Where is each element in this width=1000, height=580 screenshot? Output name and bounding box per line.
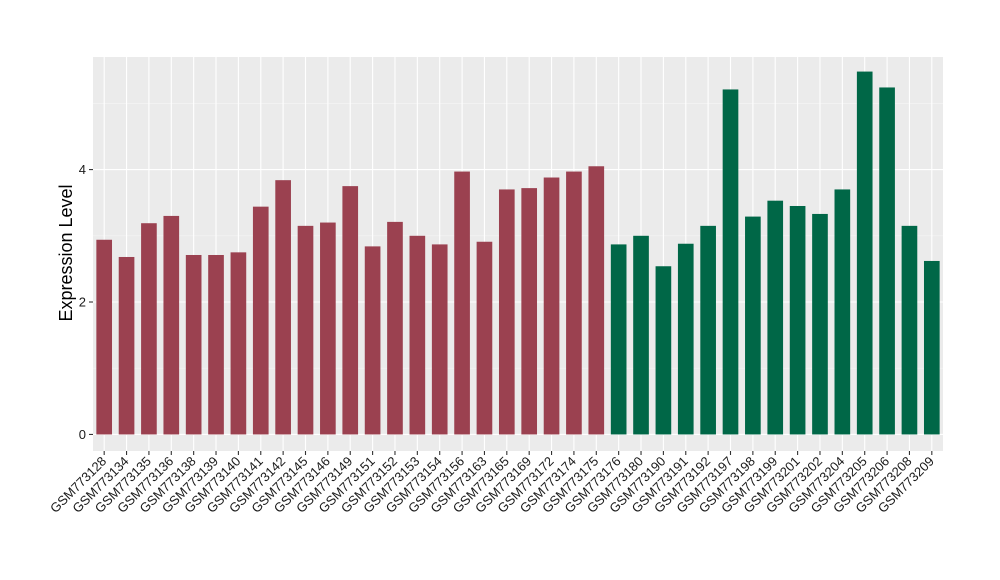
bar-GSM773135: [141, 223, 157, 435]
bar-GSM773139: [208, 254, 224, 435]
bar-GSM773151: [364, 246, 381, 435]
bar-GSM773156: [454, 171, 470, 435]
bar-GSM773175: [588, 166, 605, 435]
bar-GSM773190: [655, 266, 672, 435]
bar-GSM773208: [901, 225, 918, 435]
y-axis: 0 2 4: [79, 162, 93, 442]
bar-GSM773149: [342, 186, 359, 435]
bar-GSM773141: [252, 206, 269, 435]
bar-GSM773138: [185, 254, 202, 435]
x-axis: GSM773128GSM773134GSM773135GSM773136GSM7…: [47, 451, 937, 516]
bar-GSM773201: [789, 205, 806, 435]
bar-GSM773146: [320, 222, 336, 435]
bar-GSM773192: [700, 225, 716, 435]
bar-GSM773197: [722, 89, 739, 435]
bar-GSM773128: [96, 239, 113, 435]
y-tick-label: 4: [79, 162, 86, 177]
bar-GSM773134: [118, 256, 135, 435]
bar-GSM773174: [566, 171, 582, 435]
bar-GSM773142: [275, 180, 291, 435]
bar-GSM773206: [879, 87, 895, 435]
bar-GSM773204: [834, 189, 851, 435]
bar-GSM773209: [923, 260, 940, 435]
y-tick-label: 2: [79, 295, 86, 310]
bar-GSM773202: [812, 213, 828, 435]
bars: [96, 71, 940, 435]
bar-GSM773163: [476, 241, 493, 435]
bar-GSM773136: [163, 215, 180, 435]
bar-GSM773152: [387, 221, 403, 435]
y-tick-label: 0: [79, 427, 86, 442]
bar-GSM773198: [745, 216, 761, 435]
bar-GSM773169: [521, 188, 538, 435]
bar-GSM773199: [767, 200, 784, 435]
bar-GSM773154: [431, 244, 448, 435]
bar-GSM773145: [297, 225, 314, 435]
bar-GSM773140: [230, 252, 247, 435]
bar-GSM773165: [498, 189, 515, 435]
bar-GSM773191: [677, 243, 694, 435]
bar-GSM773180: [633, 235, 649, 435]
bar-GSM773205: [856, 71, 873, 435]
y-axis-title: Expression Level: [56, 184, 76, 321]
bar-GSM773153: [409, 235, 426, 435]
bar-GSM773172: [543, 177, 560, 435]
bar-GSM773176: [610, 244, 627, 435]
